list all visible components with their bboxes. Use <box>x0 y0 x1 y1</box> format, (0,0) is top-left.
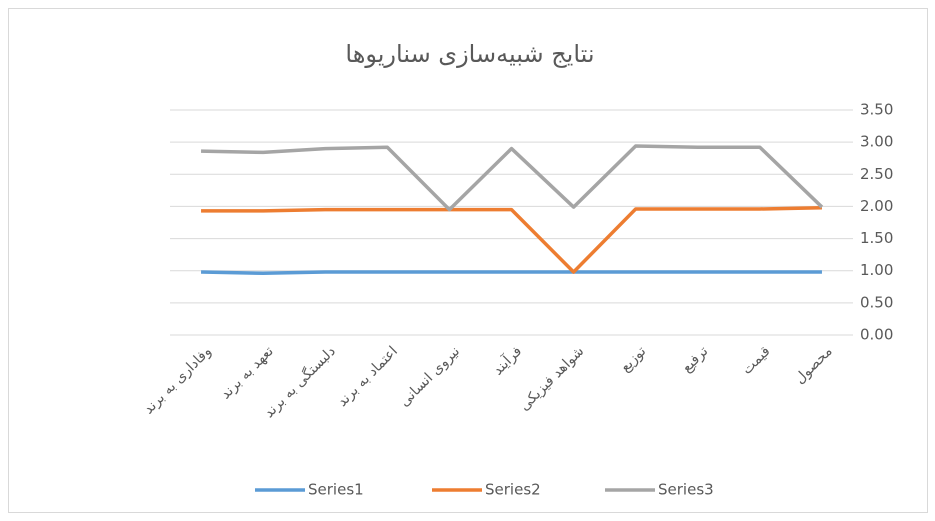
chart-title: نتایج شبیه‌سازی سناریوها <box>345 40 594 68</box>
legend-label: Series1 <box>308 481 364 499</box>
series-line <box>201 144 824 212</box>
y-tick-label: 0.00 <box>860 326 893 344</box>
y-tick-label: 1.00 <box>860 261 893 279</box>
y-tick-label: 2.00 <box>860 197 893 215</box>
chart-border <box>8 8 928 513</box>
series-line <box>201 205 822 274</box>
y-tick-label: 2.50 <box>860 165 893 183</box>
legend-label: Series3 <box>658 481 714 499</box>
series-line <box>201 270 822 276</box>
y-tick-label: 3.00 <box>860 133 893 151</box>
y-tick-label: 0.50 <box>860 293 893 311</box>
legend-label: Series2 <box>485 481 541 499</box>
y-tick-label: 1.50 <box>860 229 893 247</box>
y-tick-label: 3.50 <box>860 101 893 119</box>
